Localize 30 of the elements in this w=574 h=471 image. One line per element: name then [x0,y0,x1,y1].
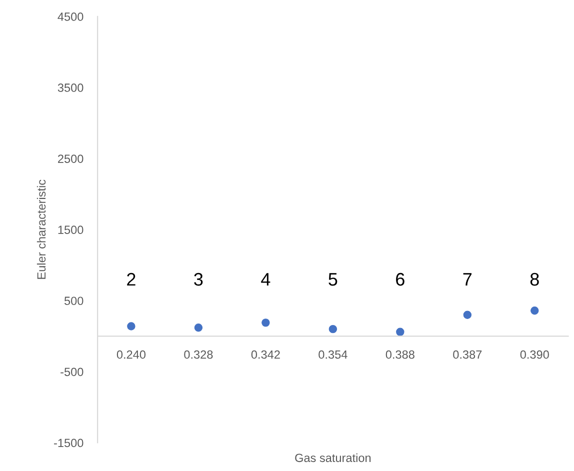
x-tick-label: 0.390 [520,350,549,359]
x-tick-label: 0.240 [116,350,146,359]
x-tick-label: 0.354 [318,350,348,359]
y-tick-label: -1500 [54,438,84,448]
annotation: 7 [463,273,472,286]
annotation: 8 [530,272,539,286]
y-tick-label: 1500 [58,226,84,234]
point [396,328,404,336]
point [530,306,539,315]
x-tick-label: 0.342 [251,350,280,359]
y-tick-label: 3500 [58,84,84,92]
annotation: 2 [127,272,136,286]
x-tick-label: 0.328 [184,350,213,359]
y-tick-label: 500 [64,296,84,306]
annotation: 3 [194,272,203,286]
point [328,324,338,334]
annotation: 5 [328,273,338,286]
y-tick-label: 4500 [58,12,84,21]
y-tick-label: 2500 [58,154,84,163]
y-axis-title: Euler characteristic [36,180,46,279]
x-axis-title: Gas saturation [295,453,371,462]
point [463,310,472,319]
point [127,322,136,330]
annotation: 6 [396,272,404,286]
y-tick-label: -500 [60,368,84,376]
point [262,318,270,327]
point [194,324,203,332]
x-tick-label: 0.387 [453,350,482,359]
x-tick-label: 0.388 [386,350,414,359]
annotation: 4 [261,273,270,286]
